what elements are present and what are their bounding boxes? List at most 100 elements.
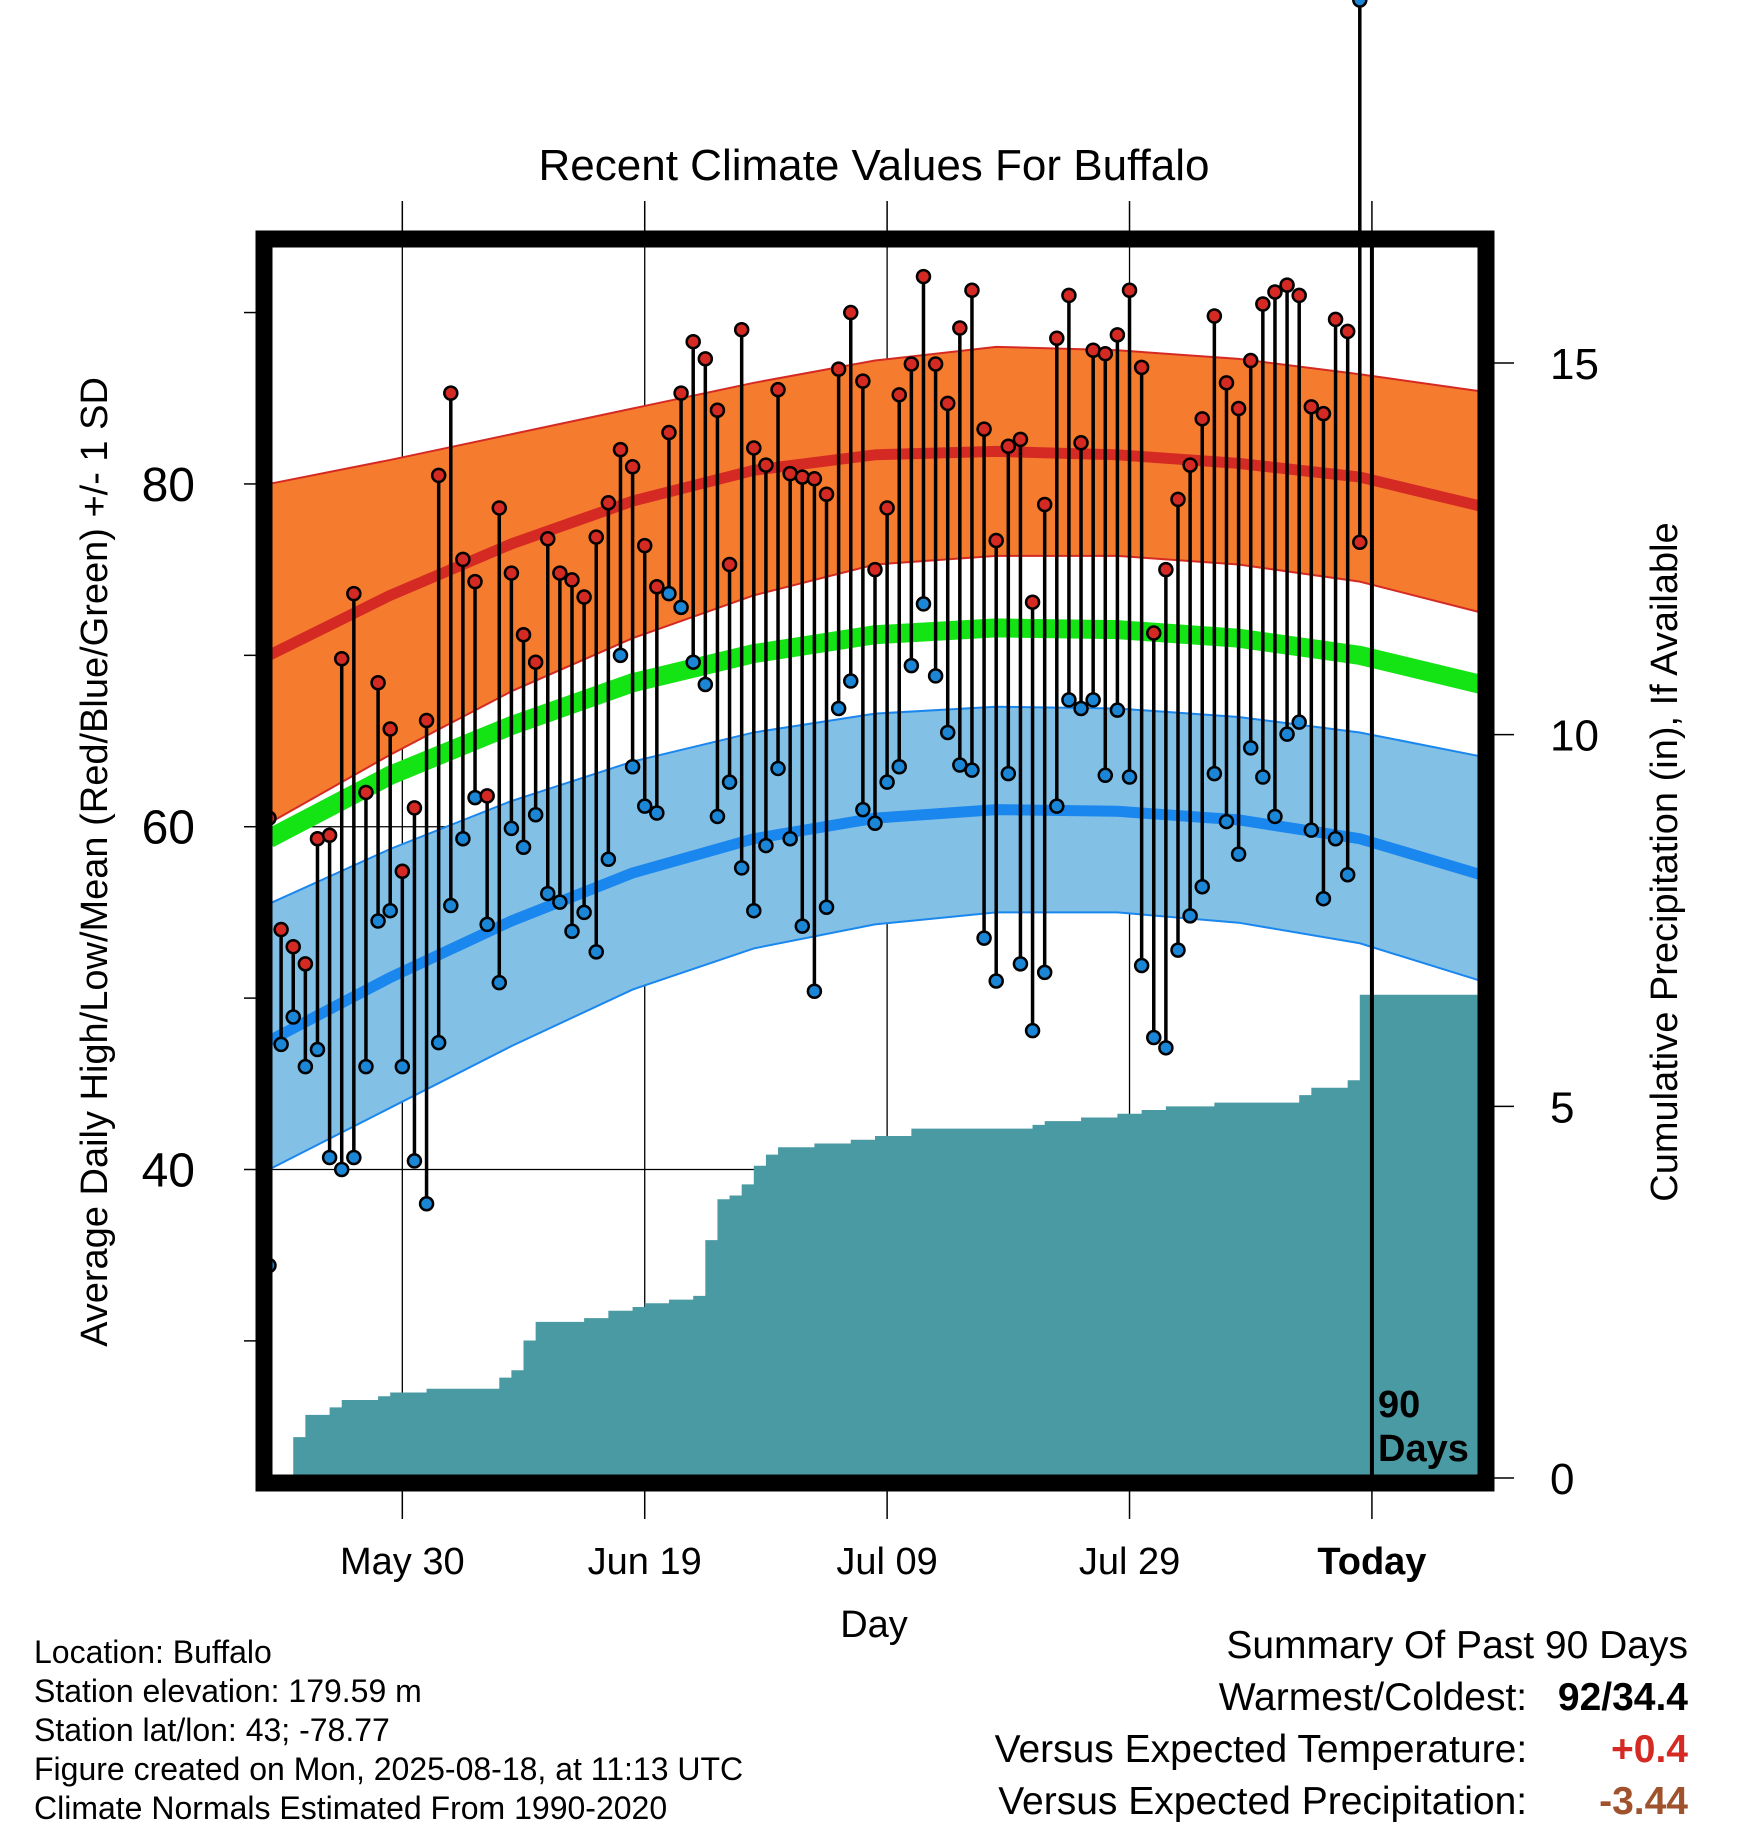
daily-low-point bbox=[515, 839, 532, 856]
daily-low-point bbox=[552, 894, 568, 910]
daily-high-point bbox=[479, 788, 495, 804]
precipitation-area bbox=[269, 994, 1481, 1478]
axes: 40 60 80 0 5 10 15 May 30 Jun 19 Jul 09 Jul 29 Toda… bbox=[142, 201, 1599, 1583]
daily-low-point bbox=[1049, 798, 1065, 814]
daily-high-point bbox=[1024, 594, 1041, 610]
daily-high-point bbox=[927, 356, 944, 372]
daily-high-point bbox=[370, 675, 386, 691]
daily-low-point bbox=[1097, 767, 1114, 784]
plot-frame bbox=[255, 230, 1495, 1492]
daily-high-point bbox=[588, 529, 604, 545]
daily-high-point bbox=[697, 351, 714, 367]
x-tick-label: Jul 09 bbox=[836, 1541, 937, 1583]
y-right-tick-label: 15 bbox=[1550, 340, 1599, 389]
daily-high-point bbox=[879, 500, 895, 516]
daily-low-point bbox=[685, 654, 701, 670]
daily-high-point bbox=[661, 424, 677, 441]
daily-low-point bbox=[1109, 702, 1126, 718]
daily-high-point bbox=[455, 551, 471, 568]
daily-low-point bbox=[879, 774, 895, 790]
precipitation-fill bbox=[269, 994, 1481, 1478]
daily-high-point bbox=[636, 537, 653, 554]
daily-high-point bbox=[600, 495, 617, 511]
daily-high-point bbox=[358, 784, 374, 801]
daily-low-point bbox=[564, 923, 580, 940]
y-right-tick-label: 5 bbox=[1550, 1083, 1574, 1132]
summary-temp-label: Versus Expected Temperature: bbox=[994, 1728, 1528, 1771]
daily-observations bbox=[261, 0, 1368, 1274]
high-upper-edge bbox=[268, 345, 1482, 485]
daily-low-point bbox=[830, 700, 847, 717]
daily-low-point bbox=[321, 1149, 338, 1166]
daily-low-point bbox=[1000, 765, 1017, 782]
daily-high-point bbox=[443, 385, 459, 401]
daily-low-point bbox=[346, 1149, 362, 1166]
daily-low-point bbox=[443, 897, 459, 914]
daily-high-point bbox=[746, 440, 762, 456]
daily-low-point bbox=[1146, 1029, 1162, 1046]
daily-low-point bbox=[1327, 830, 1344, 847]
daily-low-point bbox=[1315, 890, 1332, 907]
daily-low-point bbox=[479, 916, 495, 933]
daily-low-point bbox=[1242, 740, 1259, 756]
daily-high-point bbox=[552, 565, 568, 581]
daily-low-point bbox=[1291, 714, 1307, 730]
daily-low-point bbox=[1061, 692, 1077, 708]
daily-high-point bbox=[1036, 496, 1053, 513]
daily-low-point bbox=[976, 930, 992, 946]
daily-high-point bbox=[1303, 399, 1320, 415]
daily-low-point bbox=[1230, 846, 1247, 862]
daily-low-point bbox=[370, 913, 386, 929]
summary-heading: Summary Of Past 90 Days bbox=[1226, 1624, 1688, 1667]
daily-high-point bbox=[406, 800, 423, 816]
daily-low-point bbox=[430, 1034, 447, 1051]
daily-low-point bbox=[927, 668, 944, 684]
summary-temp-row: Versus Expected Temperature: +0.4 bbox=[995, 1724, 1688, 1776]
daily-high-point bbox=[1121, 282, 1138, 299]
marker-label-line-1: 90 bbox=[1378, 1384, 1420, 1426]
daily-high-point bbox=[794, 469, 811, 485]
daily-high-point bbox=[273, 921, 289, 938]
daily-low-point bbox=[782, 830, 798, 847]
daily-low-point bbox=[600, 851, 617, 868]
daily-high-point bbox=[1000, 438, 1017, 454]
daily-low-point bbox=[818, 899, 835, 916]
daily-low-point bbox=[382, 902, 398, 919]
daily-high-point bbox=[491, 500, 508, 516]
daily-high-point bbox=[806, 471, 823, 487]
daily-high-point bbox=[576, 589, 592, 605]
daily-high-point bbox=[333, 651, 350, 667]
daily-high-point bbox=[1158, 561, 1174, 578]
daily-low-point bbox=[418, 1196, 435, 1212]
daily-high-point bbox=[843, 304, 859, 321]
daily-low-point bbox=[527, 806, 544, 823]
low-lower-edge bbox=[268, 911, 1482, 1171]
daily-high-point bbox=[818, 486, 835, 502]
daily-low-point bbox=[406, 1153, 423, 1169]
daily-high-point bbox=[1327, 311, 1344, 328]
daily-low-point bbox=[770, 760, 786, 777]
daily-low-point bbox=[758, 837, 774, 854]
daily-high-point bbox=[770, 381, 786, 398]
daily-high-point bbox=[1049, 330, 1065, 347]
daily-low-point bbox=[1073, 700, 1089, 717]
daily-high-point bbox=[673, 385, 689, 401]
x-tick-label: May 30 bbox=[340, 1541, 465, 1583]
daily-high-point bbox=[1255, 296, 1271, 312]
daily-low-point bbox=[1267, 808, 1283, 825]
daily-high-point bbox=[297, 956, 314, 972]
daily-low-point bbox=[297, 1058, 314, 1075]
daily-high-point bbox=[1061, 287, 1077, 304]
daily-low-point bbox=[503, 820, 520, 837]
daily-low-point bbox=[1085, 692, 1101, 708]
daily-high-point bbox=[649, 579, 665, 595]
daily-high-point bbox=[285, 938, 301, 955]
daily-high-point bbox=[1170, 491, 1186, 508]
daily-low-point bbox=[1279, 726, 1295, 742]
daily-low-point bbox=[491, 974, 508, 991]
daily-low-point bbox=[309, 1041, 326, 1058]
daily-low-point bbox=[939, 724, 956, 741]
daily-low-point bbox=[624, 758, 641, 775]
daily-high-point bbox=[685, 333, 701, 350]
summary-warmest-value: 92/34.4 bbox=[1557, 1676, 1688, 1719]
